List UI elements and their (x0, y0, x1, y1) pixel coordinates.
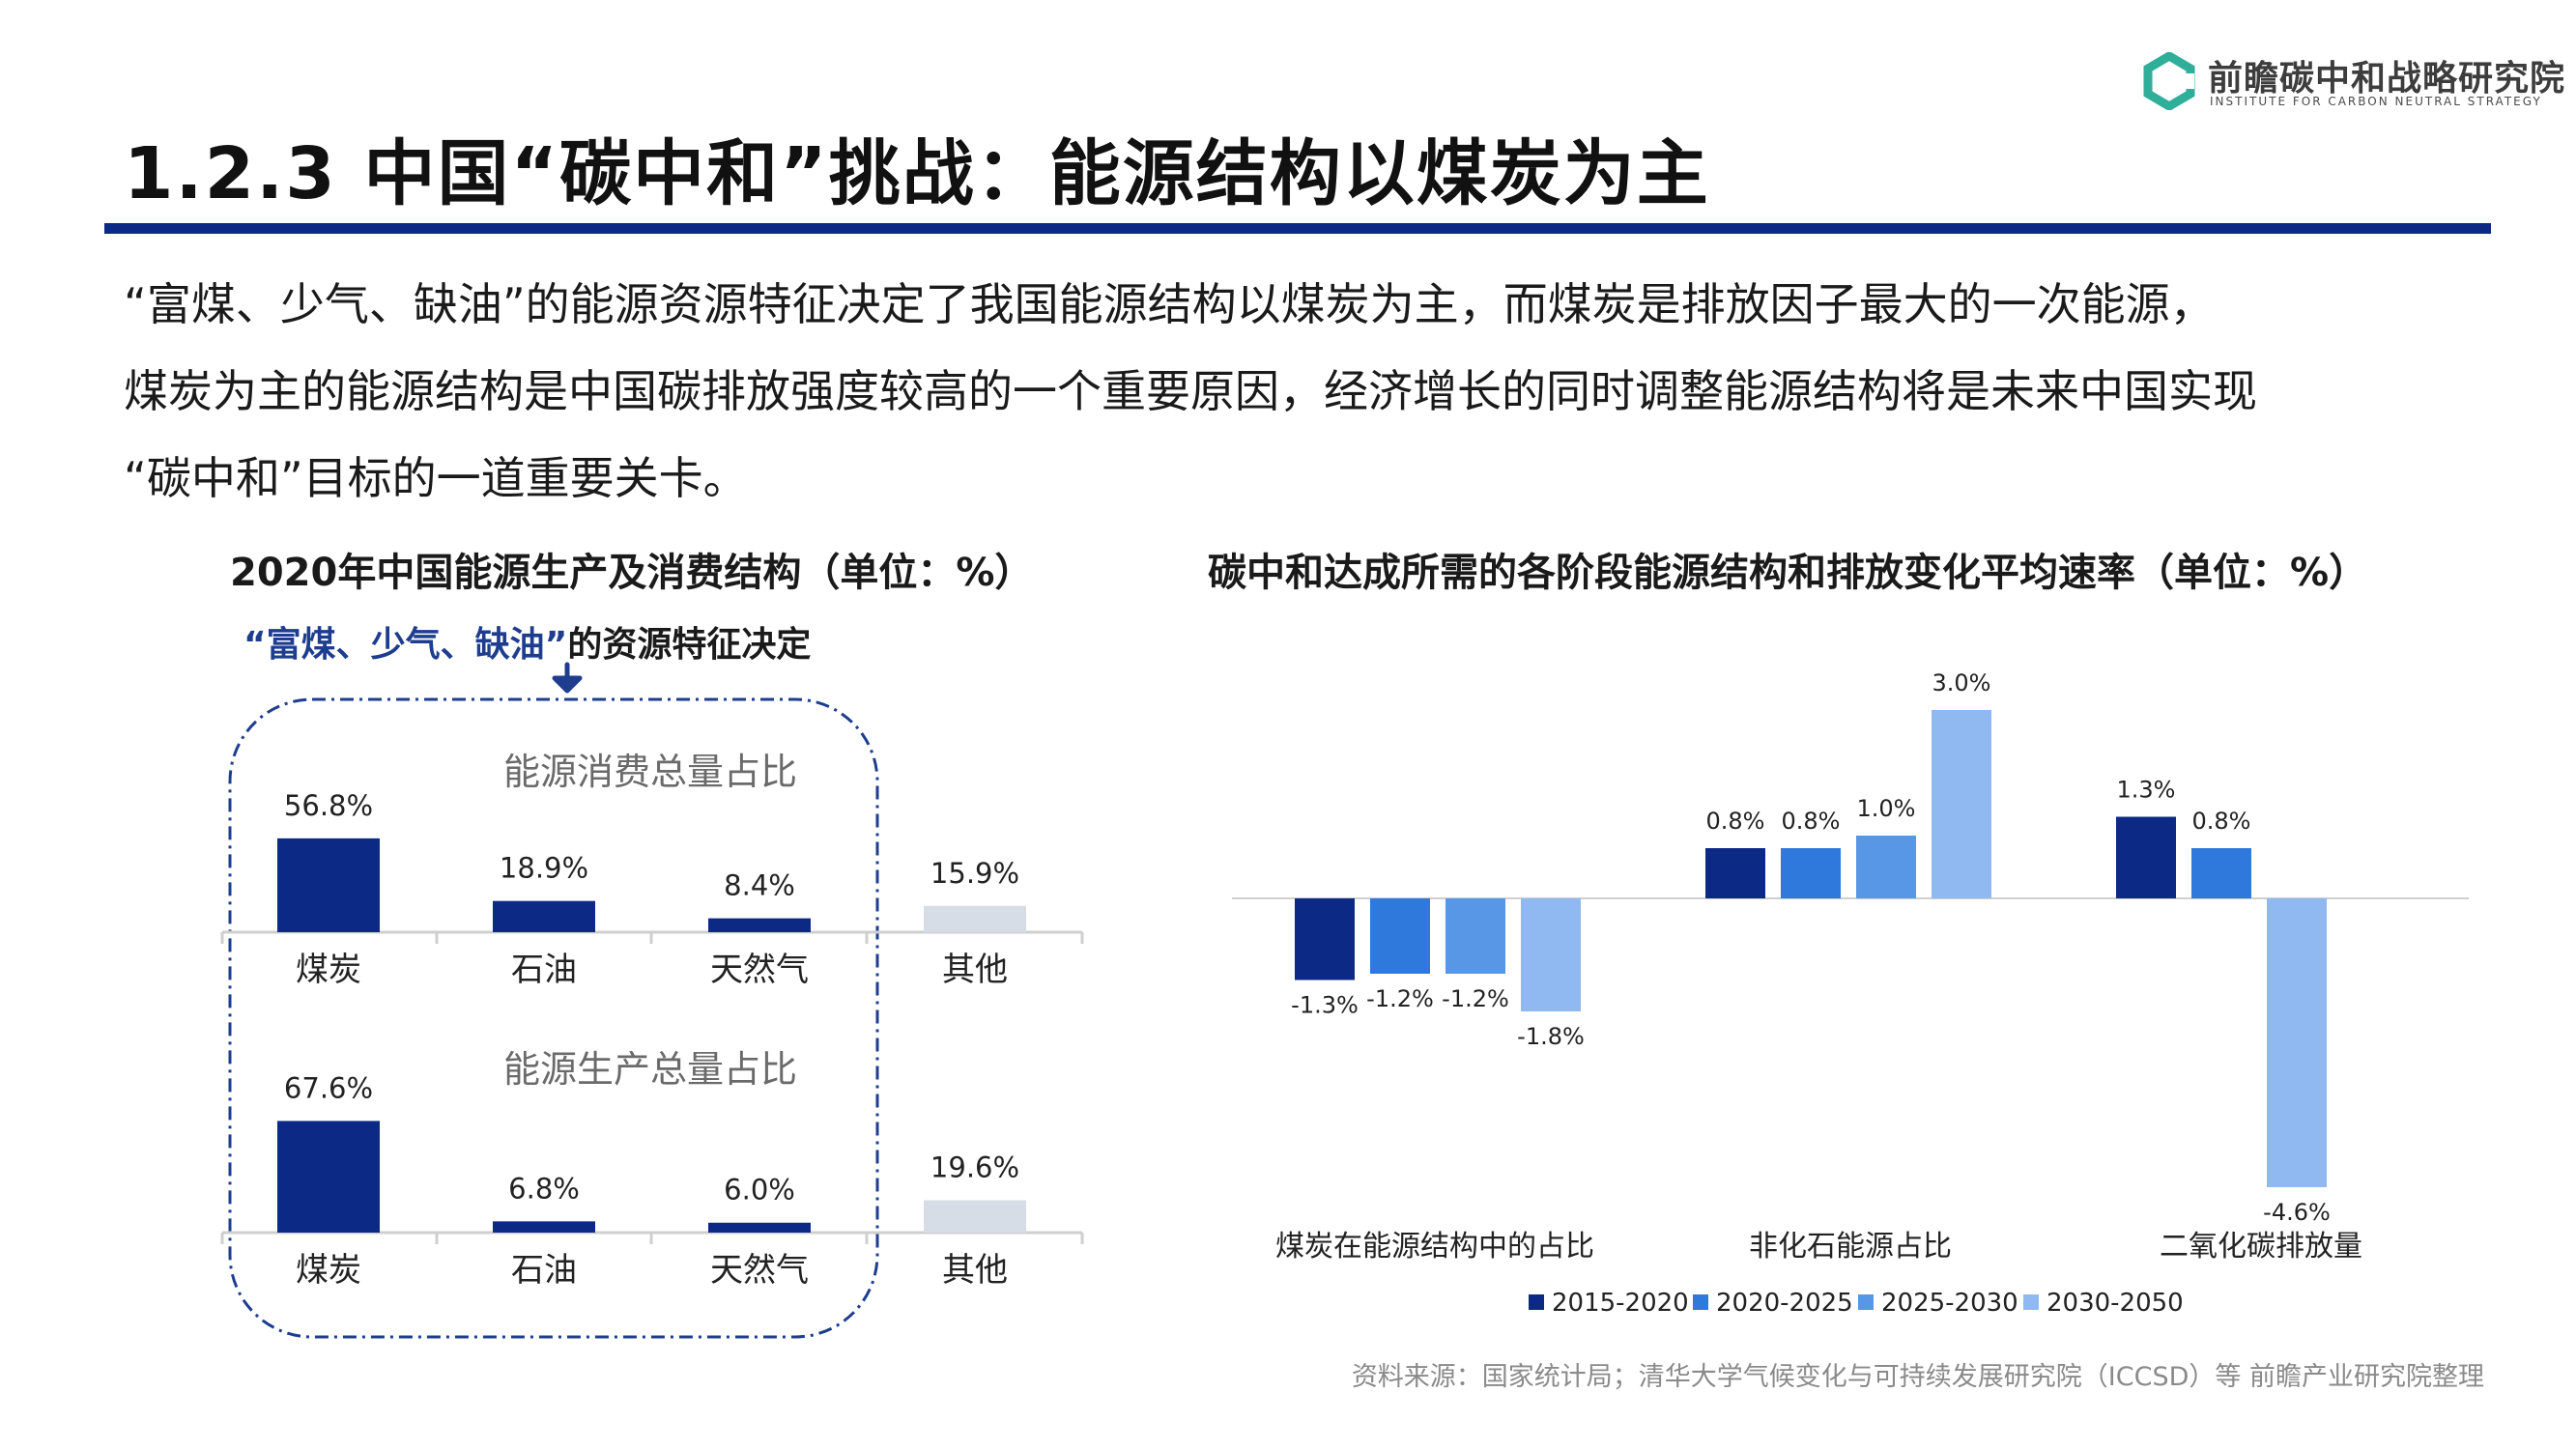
category-label: 煤炭 (296, 1251, 361, 1290)
brand-logo: 前瞻碳中和战略研究院 INSTITUTE FOR CARBON NEUTRAL … (2140, 46, 2564, 124)
rate-bar (2116, 816, 2176, 898)
legend-label: 2015-2020 (1552, 1289, 1689, 1318)
logo-name-cn: 前瞻碳中和战略研究院 (2208, 59, 2566, 99)
rate-bar (1445, 898, 1505, 974)
intro-line: “碳中和”目标的一道重要关卡。 (124, 452, 748, 504)
legend-swatch (1693, 1294, 1708, 1310)
bar-value-label: 18.9% (500, 852, 588, 885)
rate-value-label: 0.8% (1706, 808, 1765, 835)
rate-value-label: 0.8% (1782, 808, 1841, 835)
rate-bar (1521, 898, 1581, 1011)
category-label: 其他 (942, 951, 1008, 989)
emission-rate-chart: -1.3% -1.2% -1.2% -1.8% 煤炭在能源结构中的占比 0.8% 0.8% 1… (1232, 669, 2469, 1318)
right-chart-title: 碳中和达成所需的各阶段能源结构和排放变化平均速率（单位：%） (1208, 551, 2368, 595)
category-label: 石油 (511, 1251, 577, 1290)
rate-bar (2191, 848, 2251, 898)
category-label: 其他 (942, 1251, 1008, 1290)
legend-swatch (1529, 1294, 1544, 1310)
energy-bar (493, 1221, 595, 1233)
title-divider (104, 223, 2491, 234)
legend-swatch (1858, 1294, 1874, 1310)
intro-paragraph: “富煤、少气、缺油”的能源资源特征决定了我国能源结构以煤炭为主，而煤炭是排放因子… (124, 261, 2481, 522)
chart-legend: 2015-2020 2020-2025 2025-2030 2030-2050 (1529, 1289, 2184, 1318)
energy-bar (924, 905, 1026, 932)
rate-bar (2267, 898, 2327, 1187)
annotation-highlight: “富煤、少气、缺油” (243, 625, 568, 665)
bar-value-label: 19.6% (930, 1151, 1019, 1183)
rate-bar (1856, 836, 1916, 898)
rate-bar (1705, 848, 1765, 898)
page-title: 1.2.3 中国“碳中和”挑战：能源结构以煤炭为主 (124, 132, 1710, 215)
category-label: 天然气 (710, 951, 809, 989)
category-label: 天然气 (710, 1251, 809, 1290)
rate-value-label: -1.3% (1291, 992, 1359, 1019)
rate-bar (1781, 848, 1841, 898)
rate-bar (1370, 898, 1430, 974)
logo-name-en: INSTITUTE FOR CARBON NEUTRAL STRATEGY (2210, 95, 2542, 108)
bar-value-label: 56.8% (284, 789, 373, 822)
rate-value-label: 3.0% (1932, 669, 1991, 696)
rate-category-label: 二氧化碳排放量 (2160, 1230, 2362, 1264)
category-label: 石油 (511, 951, 577, 989)
bar-value-label: 6.0% (724, 1174, 795, 1207)
left-chart-title: 2020年中国能源生产及消费结构（单位：%） (230, 551, 1034, 595)
annotation-text: 的资源特征决定 (567, 625, 812, 665)
rate-value-label: 1.3% (2117, 777, 2176, 804)
rate-value-label: 0.8% (2192, 808, 2251, 835)
bar-value-label: 67.6% (284, 1071, 373, 1104)
logo-hexagon-icon (2143, 52, 2195, 110)
legend-swatch (2023, 1294, 2039, 1310)
rate-category-label: 煤炭在能源结构中的占比 (1275, 1230, 1594, 1264)
rate-category-label: 非化石能源占比 (1749, 1230, 1952, 1264)
bar-value-label: 15.9% (930, 857, 1019, 890)
intro-line: 煤炭为主的能源结构是中国碳排放强度较高的一个重要原因，经济增长的同时调整能源结构… (124, 365, 2257, 417)
intro-line: “富煤、少气、缺油”的能源资源特征决定了我国能源结构以煤炭为主，而煤炭是排放因子… (124, 278, 2215, 330)
energy-bar (708, 918, 811, 932)
energy-bar (277, 838, 380, 932)
energy-bar (493, 900, 595, 932)
annotation-arrow (552, 662, 583, 694)
rate-bar (1295, 898, 1355, 980)
category-label: 煤炭 (296, 951, 361, 989)
energy-bar (924, 1200, 1026, 1233)
energy-structure-chart: 能源消费总量占比56.8%煤炭18.9%石油8.4%天然气15.9%其他能源生产… (220, 662, 1084, 1339)
rate-bars: -1.3% -1.2% -1.2% -1.8% 煤炭在能源结构中的占比 0.8% 0.8% 1… (1232, 669, 2469, 1264)
bar-value-label: 6.8% (508, 1172, 580, 1205)
legend-label: 2030-2050 (2046, 1289, 2184, 1318)
legend-label: 2020-2025 (1716, 1289, 1853, 1318)
energy-bar (708, 1222, 811, 1233)
energy-bar-panels: 能源消费总量占比56.8%煤炭18.9%石油8.4%天然气15.9%其他能源生产… (220, 751, 1084, 1290)
source-note: 资料来源：国家统计局；清华大学气候变化与可持续发展研究院（ICCSD）等 前瞻产… (1351, 1362, 2484, 1392)
legend-label: 2025-2030 (1881, 1289, 2018, 1318)
rate-bar (1932, 710, 1991, 898)
rate-value-label: -1.2% (1442, 985, 1509, 1012)
highlight-dashed-frame (228, 697, 879, 1339)
rate-value-label: -1.8% (1517, 1023, 1585, 1050)
resource-annotation: “富煤、少气、缺油”的资源特征决定 (243, 616, 811, 667)
panel-title: 能源消费总量占比 (503, 751, 797, 793)
rate-value-label: -4.6% (2263, 1199, 2331, 1226)
rate-value-label: 1.0% (1857, 795, 1916, 822)
energy-bar (277, 1121, 380, 1233)
panel-title: 能源生产总量占比 (503, 1048, 797, 1091)
rate-value-label: -1.2% (1366, 985, 1434, 1012)
bar-value-label: 8.4% (724, 869, 795, 902)
